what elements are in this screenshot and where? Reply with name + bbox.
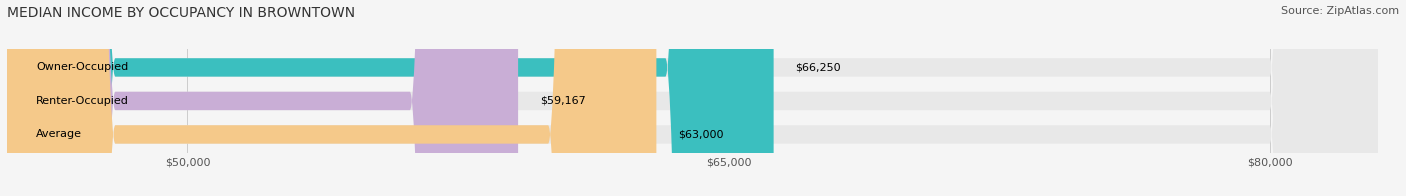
- Text: $59,167: $59,167: [540, 96, 585, 106]
- Text: $63,000: $63,000: [678, 129, 724, 139]
- Text: $66,250: $66,250: [796, 63, 841, 73]
- FancyBboxPatch shape: [7, 0, 773, 196]
- Text: Average: Average: [37, 129, 82, 139]
- Text: MEDIAN INCOME BY OCCUPANCY IN BROWNTOWN: MEDIAN INCOME BY OCCUPANCY IN BROWNTOWN: [7, 6, 356, 20]
- FancyBboxPatch shape: [7, 0, 517, 196]
- FancyBboxPatch shape: [7, 0, 657, 196]
- Text: Source: ZipAtlas.com: Source: ZipAtlas.com: [1281, 6, 1399, 16]
- Text: Owner-Occupied: Owner-Occupied: [37, 63, 128, 73]
- FancyBboxPatch shape: [7, 0, 1378, 196]
- Text: Renter-Occupied: Renter-Occupied: [37, 96, 129, 106]
- FancyBboxPatch shape: [7, 0, 1378, 196]
- FancyBboxPatch shape: [7, 0, 1378, 196]
